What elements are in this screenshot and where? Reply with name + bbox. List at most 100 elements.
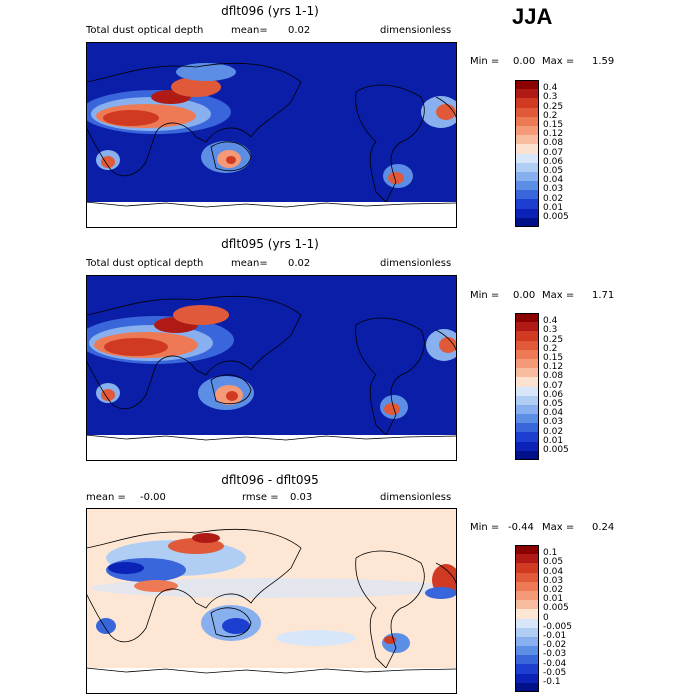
panel1-mean-value: 0.02 — [288, 25, 311, 36]
colorbar-swatch — [515, 627, 539, 637]
panel1-mean-label: mean= — [231, 25, 268, 36]
colorbar-swatch — [515, 545, 539, 555]
colorbar-level-label: 0.3 — [543, 325, 558, 336]
colorbar-level-label: 0.12 — [543, 362, 564, 373]
panel1-title: dflt096 (yrs 1-1) — [221, 4, 319, 18]
colorbar-swatch — [515, 563, 539, 573]
colorbar-swatch — [515, 450, 539, 460]
panel3-rmse-label: rmse = — [242, 492, 279, 503]
colorbar-swatch — [515, 80, 539, 90]
colorbar-swatch — [515, 217, 539, 227]
colorbar-level-label: 0.15 — [543, 353, 564, 363]
colorbar-swatch — [515, 135, 539, 145]
colorbar-swatch — [515, 98, 539, 108]
panel1-max-label: Max = — [542, 56, 575, 67]
panel2-min-label: Min = — [470, 290, 500, 301]
colorbar-level-label: 0.08 — [543, 138, 564, 149]
panel2-max-label: Max = — [542, 290, 575, 301]
colorbar-swatch — [515, 368, 539, 378]
colorbar-swatch — [515, 432, 539, 442]
panel1-max-value: 1.59 — [592, 56, 615, 67]
colorbar-level-label: -0.01 — [543, 631, 567, 641]
panel2-mean-value: 0.02 — [288, 258, 311, 269]
colorbar-swatch — [515, 125, 539, 136]
colorbar-swatch — [515, 116, 539, 126]
panel2-colorbar — [515, 313, 539, 460]
colorbar-level-label: 0.2 — [543, 110, 558, 121]
panel1-map — [86, 42, 457, 228]
colorbar-level-label: 0.07 — [543, 380, 564, 391]
colorbar-swatch — [515, 153, 539, 163]
colorbar-level-label: 0.005 — [543, 603, 569, 614]
colorbar-level-label: 0.08 — [543, 371, 564, 382]
colorbar-swatch — [515, 682, 539, 692]
colorbar-level-label: 0.01 — [543, 202, 564, 213]
colorbar-level-label: -0.005 — [543, 621, 573, 632]
colorbar-swatch — [515, 590, 539, 601]
panel1-min-label: Min = — [470, 56, 500, 67]
colorbar-level-label: 0.05 — [543, 166, 564, 176]
colorbar-swatch — [515, 581, 539, 591]
colorbar-level-label: -0.03 — [543, 649, 567, 660]
map-frame — [86, 275, 457, 461]
colorbar-swatch — [515, 313, 539, 323]
panel3-title: dflt096 - dflt095 — [221, 473, 319, 487]
panel3-units: dimensionless — [380, 492, 452, 503]
map-frame — [86, 42, 457, 228]
colorbar-swatch — [515, 423, 539, 433]
colorbar-level-label: 0.02 — [543, 426, 564, 437]
colorbar-level-label: 0.12 — [543, 129, 564, 140]
panel2-units: dimensionless — [380, 258, 452, 269]
colorbar-swatch — [515, 349, 539, 359]
colorbar-swatch — [515, 181, 539, 191]
colorbar-level-label: 0 — [543, 612, 549, 623]
colorbar-level-label: 0.03 — [543, 184, 564, 195]
colorbar-level-label: 0.4 — [543, 83, 558, 94]
antarctica — [86, 202, 457, 228]
colorbar-level-label: -0.04 — [543, 658, 567, 669]
colorbar-swatch — [515, 404, 539, 415]
panel2-title: dflt095 (yrs 1-1) — [221, 237, 319, 251]
colorbar-level-label: 0.15 — [543, 120, 564, 130]
panel2-map — [86, 275, 457, 461]
panel3-mean-value: -0.00 — [140, 492, 166, 503]
panel2-variable: Total dust optical depth — [86, 258, 204, 269]
colorbar-swatch — [515, 89, 539, 99]
colorbar-level-label: 0.2 — [543, 343, 558, 354]
colorbar-swatch — [515, 107, 539, 117]
colorbar-swatch — [515, 331, 539, 341]
colorbar-level-label: 0.01 — [543, 594, 564, 605]
diff-background — [86, 508, 457, 694]
ocean-background — [86, 42, 457, 228]
colorbar-level-label: 0.005 — [543, 445, 569, 455]
colorbar-swatch — [515, 162, 539, 172]
colorbar-level-label: 0.03 — [543, 417, 564, 428]
colorbar-level-label: -0.1 — [543, 677, 561, 687]
colorbar-level-label: 0.25 — [543, 101, 564, 112]
colorbar-swatch — [515, 190, 539, 200]
colorbar-swatch — [515, 618, 539, 628]
colorbar-swatch — [515, 646, 539, 656]
panel2-mean-label: mean= — [231, 258, 268, 269]
colorbar-swatch — [515, 386, 539, 396]
colorbar-level-label: 0.005 — [543, 212, 569, 222]
antarctica — [86, 435, 457, 461]
panel1-units: dimensionless — [380, 25, 452, 36]
colorbar-level-label: -0.05 — [543, 667, 567, 678]
colorbar-swatch — [515, 377, 539, 387]
colorbar-swatch — [515, 572, 539, 582]
panel3-max-label: Max = — [542, 522, 575, 533]
colorbar-level-label: 0.06 — [543, 389, 564, 400]
colorbar-swatch — [515, 358, 539, 369]
panel1-variable: Total dust optical depth — [86, 25, 204, 36]
colorbar-level-label: 0.4 — [543, 316, 558, 327]
colorbar-level-label: 0.25 — [543, 334, 564, 345]
dust-plumes — [86, 305, 457, 419]
colorbar-level-label: 0.04 — [543, 566, 564, 577]
colorbar-level-label: 0.04 — [543, 175, 564, 186]
panel2-min-value: 0.00 — [513, 290, 536, 301]
colorbar-swatch — [515, 600, 539, 610]
colorbar-swatch — [515, 655, 539, 665]
panel3-mean-label: mean = — [86, 492, 126, 503]
panel3-min-value: -0.44 — [508, 522, 534, 533]
